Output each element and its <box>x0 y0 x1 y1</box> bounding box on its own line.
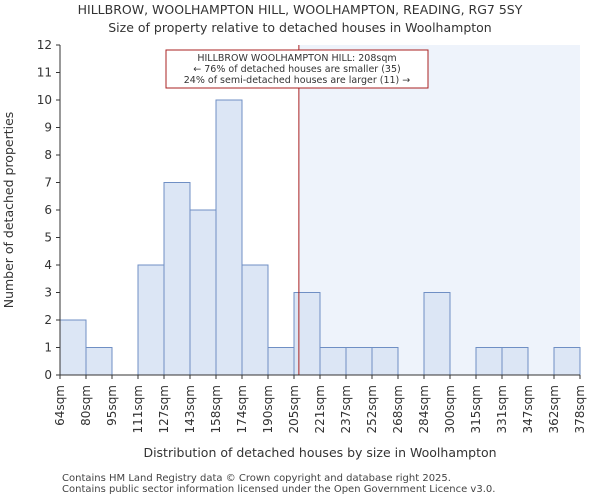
histogram-bar <box>59 319 87 376</box>
annotation-larger: 24% of semi-detached houses are larger (… <box>184 75 411 86</box>
x-tick-label: 331sqm <box>495 385 509 433</box>
x-tick-label: 347sqm <box>521 385 535 433</box>
histogram-bar <box>345 347 373 376</box>
x-tick-label: 95sqm <box>105 385 119 426</box>
footer-copyright: Contains HM Land Registry data © Crown c… <box>62 473 451 484</box>
histogram-bar <box>189 209 217 376</box>
y-tick-label: 6 <box>44 203 52 217</box>
y-tick-label: 0 <box>44 368 52 382</box>
histogram-bar <box>137 264 165 376</box>
x-tick-label: 315sqm <box>469 385 483 433</box>
histogram-bar <box>215 99 243 376</box>
y-tick-label: 11 <box>37 66 52 80</box>
chart-subtitle: Size of property relative to detached ho… <box>108 20 492 35</box>
annotation-smaller: ← 76% of detached houses are smaller (35… <box>193 64 400 75</box>
y-tick-label: 9 <box>44 121 52 135</box>
x-tick-label: 174sqm <box>235 385 249 433</box>
x-tick-label: 237sqm <box>339 385 353 433</box>
x-tick-label: 362sqm <box>547 385 561 433</box>
y-tick-label: 5 <box>44 231 52 245</box>
footer-licence: Contains public sector information licen… <box>62 484 496 495</box>
histogram-bar <box>267 347 295 376</box>
annotation-box <box>165 49 429 89</box>
x-tick-label: 190sqm <box>261 385 275 433</box>
y-tick-label: 2 <box>44 313 52 327</box>
x-tick-label: 158sqm <box>209 385 223 433</box>
histogram-bar <box>241 264 269 376</box>
histogram-bar <box>85 347 113 376</box>
y-tick-label: 10 <box>37 93 52 107</box>
x-tick-label: 143sqm <box>183 385 197 433</box>
y-axis-title: Number of detached properties <box>1 112 16 309</box>
x-tick-label: 80sqm <box>79 385 93 426</box>
histogram-bar <box>371 347 399 376</box>
x-tick-label: 221sqm <box>313 385 327 433</box>
y-tick-label: 1 <box>44 341 52 355</box>
histogram-bar <box>501 347 529 376</box>
y-tick-label: 3 <box>44 286 52 300</box>
annotation-title: HILLBROW WOOLHAMPTON HILL: 208sqm <box>197 53 396 64</box>
x-tick-label: 111sqm <box>131 385 145 433</box>
y-tick-label: 4 <box>44 258 52 272</box>
x-tick-label: 252sqm <box>365 385 379 433</box>
x-tick-label: 205sqm <box>287 385 301 433</box>
histogram-bar <box>475 347 503 376</box>
y-tick-label: 12 <box>37 38 52 52</box>
histogram-bar <box>319 347 347 376</box>
x-tick-label: 300sqm <box>443 385 457 433</box>
x-tick-label: 268sqm <box>391 385 405 433</box>
histogram-bar <box>423 292 451 376</box>
histogram-bar <box>293 292 321 376</box>
y-tick-label: 7 <box>44 176 52 190</box>
x-axis-title: Distribution of detached houses by size … <box>143 445 496 460</box>
histogram-bar <box>553 347 581 376</box>
histogram-bar <box>163 182 191 376</box>
x-tick-label: 378sqm <box>573 385 587 433</box>
y-tick-label: 8 <box>44 148 52 162</box>
x-tick-label: 64sqm <box>53 385 67 426</box>
x-tick-label: 284sqm <box>417 385 431 433</box>
chart-title: HILLBROW, WOOLHAMPTON HILL, WOOLHAMPTON,… <box>77 2 523 17</box>
x-tick-label: 127sqm <box>157 385 171 433</box>
